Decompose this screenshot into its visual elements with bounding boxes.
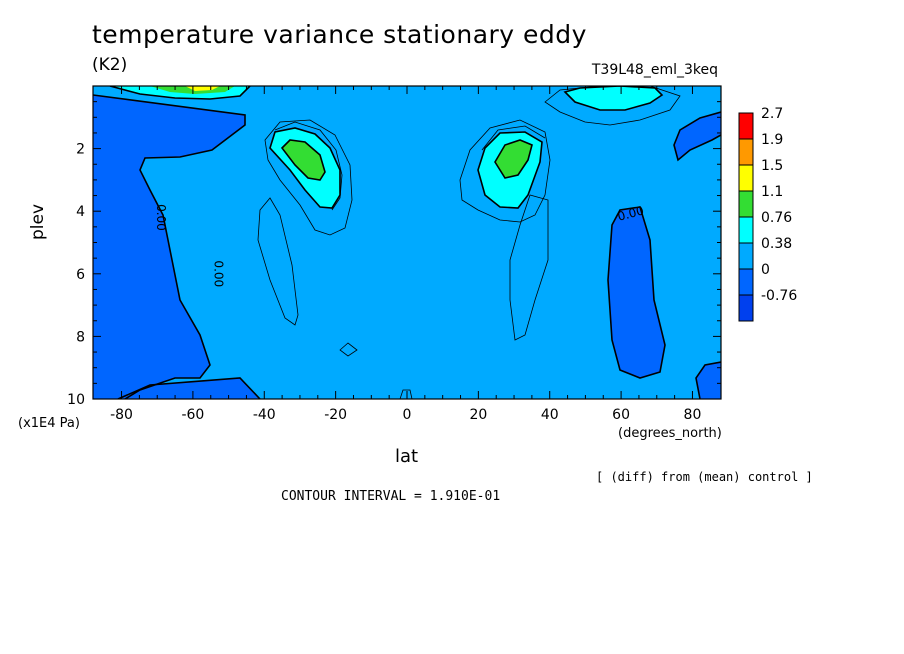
chart-units: (K2)	[92, 55, 128, 75]
contour-labels: 0.00 0.00 0.00	[154, 203, 645, 287]
legend-label: 0.76	[761, 210, 792, 226]
y-tick-label: 10	[67, 392, 85, 408]
x-tick-label: -60	[181, 407, 204, 423]
legend-label: 0	[761, 262, 770, 278]
diff-note: [ (diff) from (mean) control ]	[596, 470, 813, 484]
pos-region-nh-inner	[495, 140, 532, 178]
contour-label: 0.00	[211, 260, 225, 287]
zero-contours	[93, 86, 721, 399]
x-tick-label: -20	[324, 407, 347, 423]
x-tick-label: -80	[110, 407, 133, 423]
legend-label: 0.38	[761, 236, 792, 252]
legend-label: 1.1	[761, 184, 783, 200]
legend-label: -0.76	[761, 288, 797, 304]
legend-swatch	[738, 112, 754, 140]
x-tick-label: 60	[612, 407, 630, 423]
neg-region-sh-south	[118, 378, 260, 399]
y-tick-label: 6	[76, 267, 85, 283]
x-axis-ticks: -80 -60 -40 -20 0 20 40 60 80	[110, 86, 701, 423]
x-axis-label: lat	[395, 446, 419, 467]
neg-region-nh-bottom	[696, 362, 721, 399]
x-tick-label: 0	[403, 407, 412, 423]
legend-swatch	[738, 190, 754, 218]
color-legend: 2.7 1.9 1.5 1.1 0.76 0.38 0 -0.76	[738, 106, 797, 322]
x-axis-units: (degrees_north)	[618, 426, 722, 441]
neg-region-nh	[608, 207, 665, 378]
legend-label: 1.9	[761, 132, 783, 148]
chart-title: temperature variance stationary eddy	[92, 20, 587, 49]
y-tick-label: 2	[76, 142, 85, 158]
contour-label: 0.00	[616, 203, 645, 223]
pos-region-sh-inner	[282, 140, 325, 180]
y-axis-ticks: 2 4 6 8 10	[67, 101, 721, 408]
legend-label: 2.7	[761, 106, 783, 122]
contour-interval-note: CONTOUR INTERVAL = 1.910E-01	[281, 489, 501, 504]
contour-lines	[257, 86, 681, 399]
legend-swatch	[738, 242, 754, 270]
y-tick-label: 4	[76, 204, 85, 220]
plot-area	[93, 86, 721, 399]
legend-swatch	[738, 216, 754, 244]
y-tick-label: 8	[76, 329, 85, 345]
neg-region-nh-top	[674, 112, 721, 160]
y-axis-units: (x1E4 Pa)	[18, 416, 80, 431]
legend-swatch	[738, 268, 754, 296]
x-tick-label: 20	[469, 407, 487, 423]
x-tick-label: 40	[541, 407, 559, 423]
experiment-label: T39L48_eml_3keq	[591, 62, 718, 78]
legend-swatch	[738, 164, 754, 192]
x-tick-label: 80	[684, 407, 702, 423]
contour-label: 0.00	[154, 204, 168, 231]
x-tick-label: -40	[253, 407, 276, 423]
legend-swatch	[738, 294, 754, 322]
legend-label: 1.5	[761, 158, 783, 174]
pos-region-top-right	[565, 86, 662, 110]
legend-swatch	[738, 138, 754, 166]
